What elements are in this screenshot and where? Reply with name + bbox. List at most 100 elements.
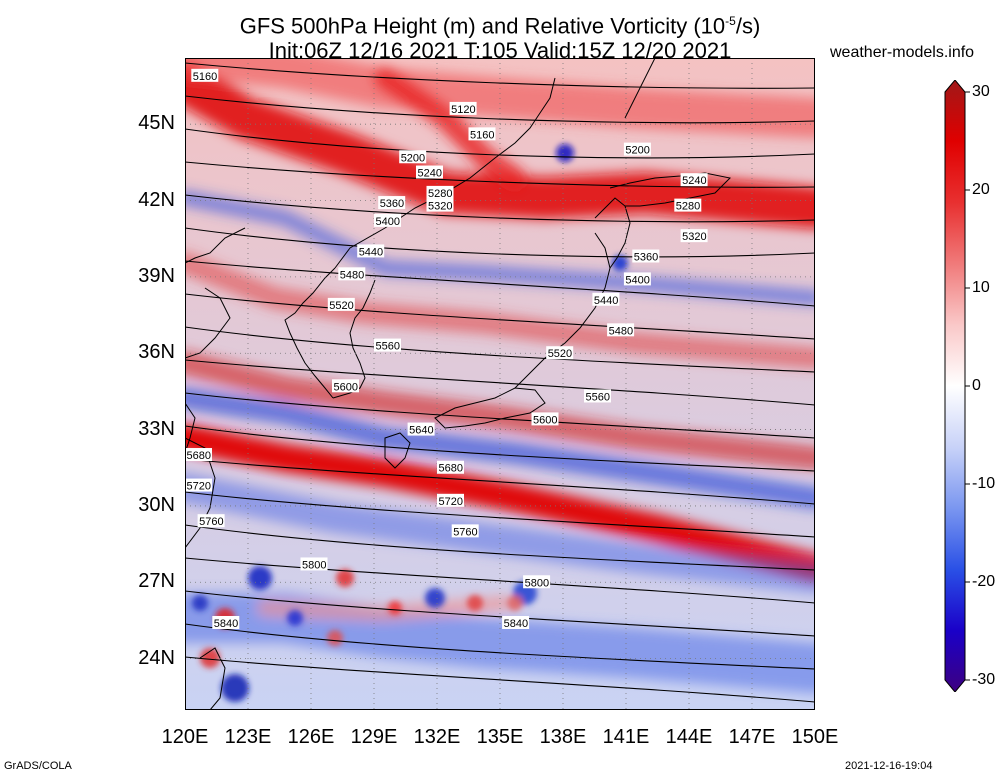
lat-label: 36N — [138, 341, 175, 364]
contour-label: 5360 — [632, 249, 660, 264]
contour-label-text: 5560 — [586, 391, 610, 403]
contour-label-bg — [451, 524, 479, 538]
contour-label-bg — [680, 173, 708, 187]
contour-label: 5240 — [416, 165, 443, 180]
contour-label: 5840 — [212, 615, 240, 630]
vorticity-eddies — [192, 144, 628, 702]
contour-label-bg — [623, 272, 651, 286]
contour-label-text: 5160 — [470, 129, 494, 141]
coastline — [384, 432, 411, 469]
contour-label-text: 5280 — [676, 201, 700, 213]
vorticity-eddy — [336, 569, 354, 587]
lon-label: 129E — [350, 726, 398, 748]
coastline — [185, 287, 231, 359]
contour-label: 5520 — [327, 297, 355, 312]
contour-label: 5440 — [357, 244, 385, 258]
vorticity-band — [185, 351, 815, 470]
contour-label: 5240 — [680, 173, 708, 187]
contour-label-bg — [674, 198, 702, 212]
height-contour — [185, 656, 815, 703]
vorticity-eddy — [192, 595, 208, 611]
contour-label-text: 5120 — [451, 104, 475, 116]
contour-label-text: 5520 — [548, 348, 572, 360]
contour-label-text: 5400 — [376, 216, 400, 228]
height-contour — [185, 524, 815, 571]
colorbar-tick-label: 10 — [972, 279, 990, 296]
contour-label-bg — [357, 244, 385, 258]
colorbar-tick-label: 30 — [972, 83, 990, 100]
contour-label: 5760 — [451, 524, 479, 538]
contour-label-text: 5560 — [376, 341, 400, 353]
coastline — [624, 58, 656, 119]
contour-label-bg — [399, 150, 427, 164]
contour-label: 5160 — [191, 68, 219, 83]
contour-label: 5800 — [300, 557, 328, 571]
contour-label-text: 5360 — [634, 252, 658, 264]
contour-label-text: 5680 — [187, 450, 211, 462]
contour-label: 5200 — [399, 150, 427, 164]
contour-label: 5720 — [185, 478, 212, 493]
chart-title-line1: GFS 500hPa Height (m) and Relative Vorti… — [239, 13, 761, 39]
contour-label: 5560 — [374, 338, 401, 353]
contour-label-text: 5760 — [453, 526, 477, 538]
vorticity-eddy — [221, 674, 249, 702]
contour-label: 5400 — [374, 213, 401, 228]
vorticity-eddy — [556, 144, 574, 162]
height-contour — [185, 392, 815, 439]
map-panel: 5160 5120 5160 5200 5200 5240 5240 5280 5280 5320… — [185, 58, 815, 710]
contour-label: 5120 — [449, 101, 477, 116]
contour-label-text: 5640 — [409, 425, 433, 437]
height-contour — [185, 128, 815, 159]
vorticity-eddy — [388, 601, 402, 615]
height-contours — [185, 62, 815, 703]
coastlines — [185, 58, 732, 710]
lat-label: 45N — [138, 112, 175, 135]
contour-label-bg — [378, 196, 406, 210]
vorticity-eddy — [200, 648, 220, 668]
contour-label-bg — [197, 514, 225, 528]
site-credit: weather-models.info — [830, 44, 975, 61]
contour-label: 5280 — [674, 198, 702, 213]
contour-label: 5800 — [523, 575, 551, 589]
colorbar-body — [944, 80, 966, 692]
coastline — [185, 227, 246, 264]
contour-label-text: 5840 — [504, 618, 528, 630]
contour-label-text: 5800 — [302, 559, 326, 571]
contour-label: 5680 — [185, 448, 212, 462]
lon-label: 141E — [602, 726, 650, 748]
contour-label: 5160 — [468, 127, 496, 141]
contour-label-text: 5240 — [418, 168, 442, 180]
contour-label: 5400 — [623, 272, 651, 286]
vorticity-band — [185, 387, 815, 509]
contour-label-bg — [191, 68, 219, 82]
contour-label: 5720 — [437, 493, 464, 508]
contour-label: 5760 — [197, 514, 225, 528]
contour-label-bg — [531, 412, 559, 426]
contour-label: 5600 — [332, 379, 359, 393]
colorbar-tick-label: -30 — [972, 671, 996, 688]
contour-label-text: 5680 — [439, 463, 463, 475]
contour-label-text: 5200 — [401, 152, 425, 164]
lon-label: 132E — [413, 726, 461, 748]
vorticity-eddy — [287, 610, 303, 626]
colorbar — [944, 80, 970, 692]
height-contour — [185, 62, 815, 89]
contour-label: 5680 — [437, 460, 464, 475]
contour-label-bg — [426, 198, 454, 212]
lon-label: 147E — [728, 726, 776, 748]
lon-label: 135E — [476, 726, 524, 748]
contour-label-text: 5240 — [682, 175, 706, 187]
contour-label-text: 5360 — [380, 198, 404, 210]
coastline — [185, 437, 216, 549]
vorticity-eddy — [612, 255, 628, 271]
contour-label-text: 5320 — [682, 231, 706, 243]
colorbar-ticks — [965, 91, 970, 681]
contour-label-text: 5600 — [533, 414, 557, 426]
height-contour — [185, 458, 815, 505]
contour-label-text: 5520 — [329, 300, 353, 312]
contour-label-bg — [416, 165, 443, 179]
footer-right: 2021-12-16-19:04 — [845, 760, 933, 772]
height-contour — [185, 491, 815, 538]
height-contour — [185, 227, 815, 258]
coastline — [514, 232, 611, 389]
